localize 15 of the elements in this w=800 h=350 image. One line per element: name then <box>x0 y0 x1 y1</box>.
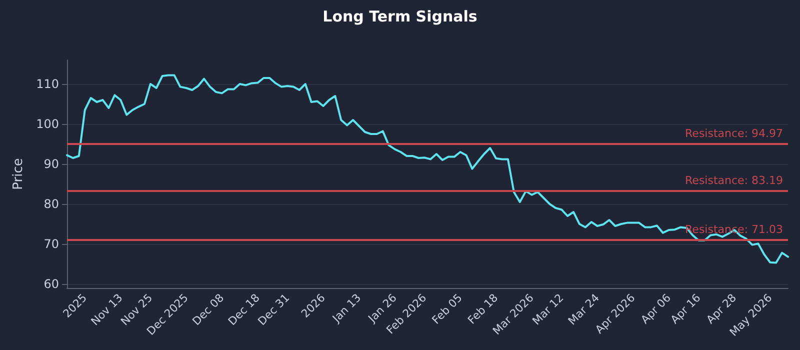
ref-line-label: Resistance: 94.97 <box>685 127 783 140</box>
line-series <box>66 74 789 264</box>
x-tick-label: Dec 08 <box>190 291 227 328</box>
y-tick-label: 70 <box>44 237 59 251</box>
y-tick-label: 60 <box>44 277 59 291</box>
ref-line-label: Resistance: 83.19 <box>685 174 783 188</box>
x-tick-label: Feb 05 <box>430 291 465 327</box>
chart-title: Long Term Signals <box>322 8 478 26</box>
y-tick-label: 90 <box>44 157 59 171</box>
y-tick-label: 110 <box>36 77 59 91</box>
x-tick-label: Jan 13 <box>329 291 364 326</box>
y-axis-title: Price <box>11 158 26 190</box>
x-tick-label: Apr 06 <box>638 291 674 326</box>
y-tick-label: 80 <box>44 197 59 211</box>
y-tick-label: 100 <box>36 117 59 131</box>
